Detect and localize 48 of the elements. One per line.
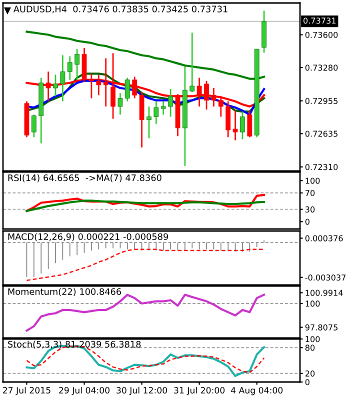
chart-title: Stoch(5,3,3) 81.2039 56.3818 [8, 340, 141, 349]
y-tick-label: 100 [306, 178, 320, 184]
y-tick-label: 0.72635 [305, 130, 338, 137]
x-tick-label: 27 Jul 2015 [2, 386, 50, 396]
candlestick [118, 92, 123, 116]
chart-title: MACD(12,26,9) 0.000221 -0.000589 [8, 233, 168, 242]
y-tick-label: 0.72955 [305, 98, 338, 104]
y-tick-label: 20 [305, 370, 315, 377]
candlestick [154, 100, 159, 125]
candlestick [60, 54, 66, 102]
y-tick-label: 100 [306, 300, 320, 307]
ref-line-label: 0.73731 [304, 18, 336, 24]
y-tick-label: 100.9914 [306, 290, 343, 296]
y-tick-label: 0.73280 [305, 64, 338, 71]
x-tick-label: 31 Jul 20:00 [174, 386, 225, 396]
candlestick [168, 88, 173, 118]
candlestick [146, 106, 152, 139]
chart-title: RSI(14) 64.6565 ->MA(7) 47.8360 [8, 174, 162, 182]
line-series [26, 248, 265, 282]
y-tick-label: 0.000376 [305, 235, 343, 242]
y-tick-label: -0.003037 [305, 274, 346, 281]
candlestick [124, 77, 130, 102]
chart-title: AUDUSD,H4 0.73476 0.73835 0.73425 0.73731 [13, 6, 228, 14]
candlestick [247, 110, 252, 138]
y-tick-label: 30 [305, 206, 315, 212]
x-tick-label: 29 Jul 04:00 [59, 386, 110, 396]
y-tick-label: 0 [305, 218, 310, 225]
y-tick-label: 0.72310 [305, 164, 338, 170]
y-tick-label: 70 [306, 190, 315, 196]
line-series [26, 194, 266, 212]
x-tick-label: 30 Jul 12:00 [116, 386, 168, 396]
y-tick-label: 0.73600 [305, 32, 338, 38]
candlestick [31, 114, 36, 138]
candlestick [67, 56, 72, 81]
candlestick [190, 32, 195, 93]
line-series [26, 200, 266, 212]
line-series [26, 30, 266, 80]
candlestick [160, 100, 166, 116]
y-tick-label: 97.8075 [305, 324, 338, 330]
y-tick-label: 0 [305, 379, 310, 386]
candlestick [74, 48, 80, 81]
candlestick [53, 74, 58, 97]
x-tick-label: 4 Aug 04:00 [230, 387, 283, 396]
y-tick-label: 80 [305, 344, 315, 351]
chart-title: Momentum(22) 100.8466 [8, 288, 122, 296]
candlestick [240, 110, 245, 140]
y-tick-label: 100 [306, 336, 320, 342]
candlestick [232, 110, 238, 141]
